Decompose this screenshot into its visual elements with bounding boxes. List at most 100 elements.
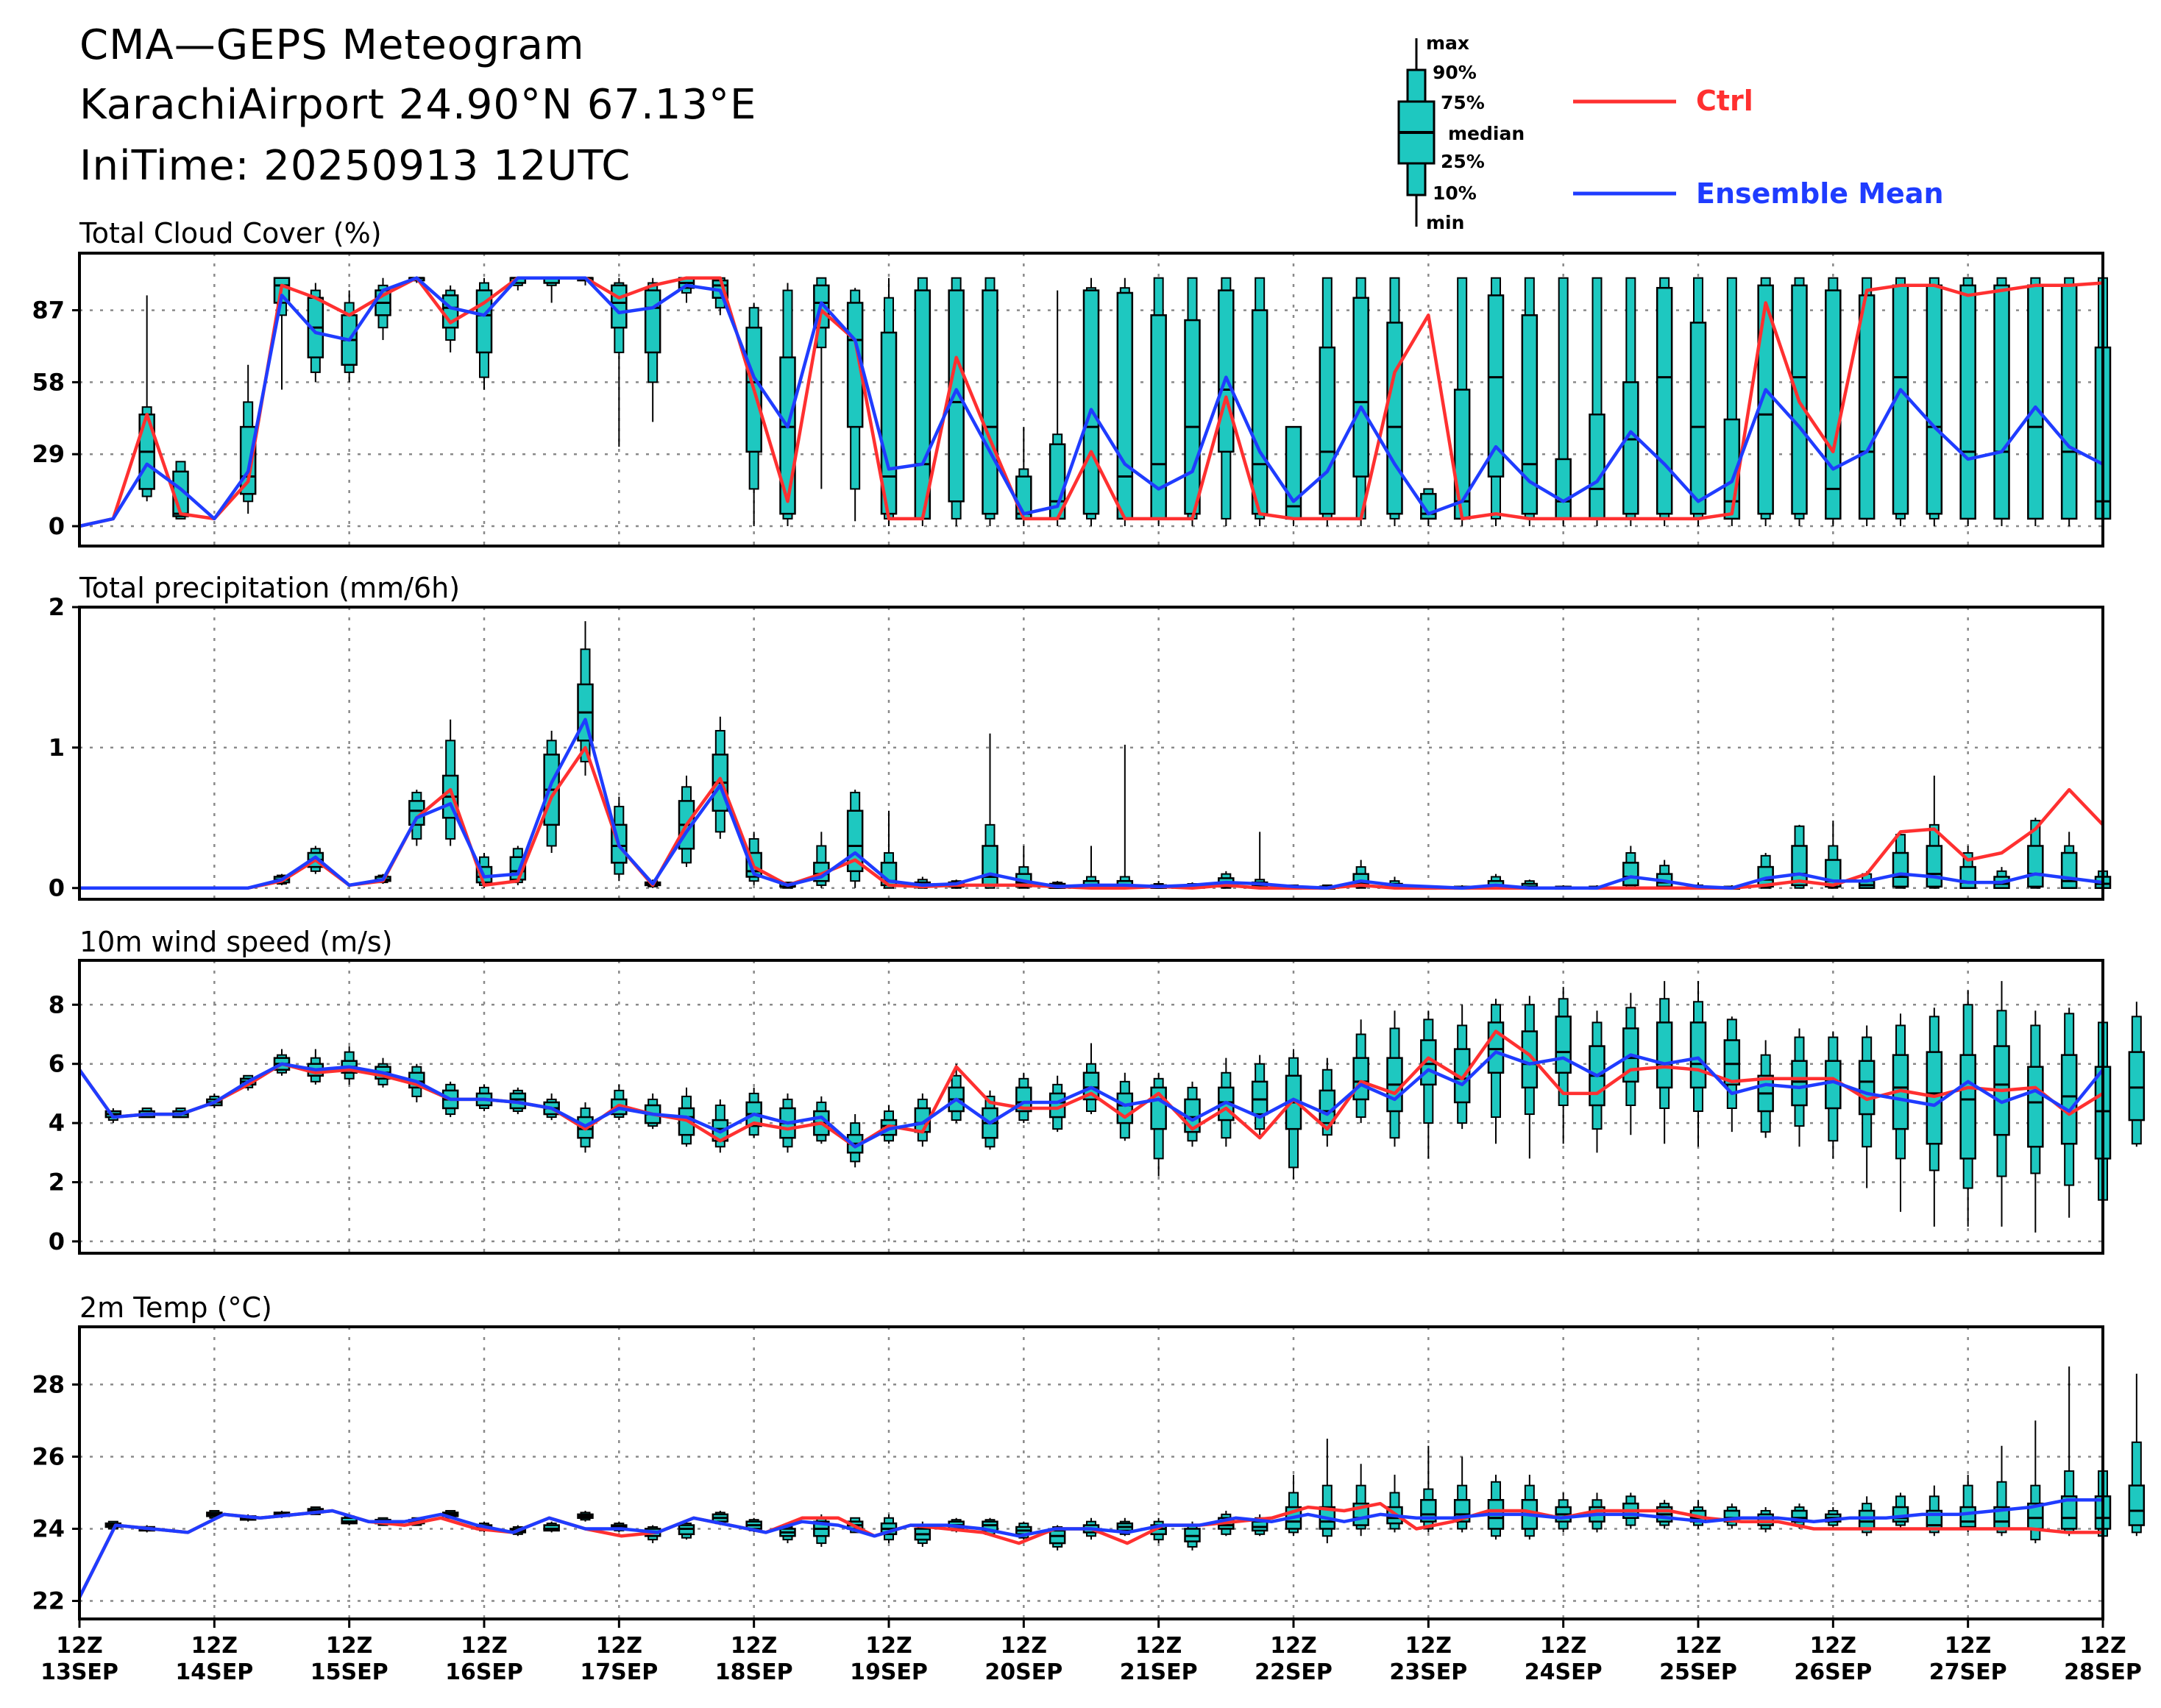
cloud-cover-box (982, 277, 998, 527)
wind-speed-box (307, 1049, 324, 1085)
precipitation-title: Total precipitation (mm/6h) (79, 572, 460, 604)
precipitation-mean-line (79, 717, 2104, 890)
wind-speed-box (1926, 1007, 1943, 1227)
temperature-box (1487, 1474, 1505, 1540)
temperature-box (1048, 1525, 1066, 1551)
temperature-box (678, 1521, 695, 1540)
temperature-box (2128, 1373, 2146, 1537)
precipitation-box (1791, 824, 1808, 889)
wind-speed-ytick-label: 8 (49, 991, 65, 1018)
cloud-cover-box (1926, 277, 1943, 527)
x-tick-date-label: 22SEP (1255, 1659, 1333, 1685)
precipitation-ytick-label: 2 (49, 593, 65, 621)
x-tick-date-label: 14SEP (175, 1659, 253, 1685)
x-tick-hour-label: 12Z (731, 1633, 778, 1659)
cloud-cover-box (611, 277, 628, 447)
cloud-cover-box (1589, 277, 1605, 527)
wind-speed-box (1757, 1040, 1774, 1138)
x-tick-hour-label: 12Z (865, 1633, 912, 1659)
temperature-box (779, 1525, 796, 1544)
wind-speed-box (2027, 1010, 2044, 1233)
wind-speed-box (611, 1084, 628, 1121)
wind-speed-box (1622, 993, 1639, 1135)
precipitation-box (846, 790, 864, 888)
precipitation-box (1622, 846, 1639, 889)
panel-cloud-cover: Total Cloud Cover (%) 0 29 58 87 (32, 217, 2112, 548)
x-tick-hour-label: 12Z (191, 1633, 238, 1659)
x-tick-date-label: 15SEP (311, 1659, 388, 1685)
legend-box-glyph (1397, 38, 1436, 227)
legend-min-label: min (1426, 212, 1464, 233)
x-tick-date-label: 25SEP (1659, 1659, 1737, 1685)
precipitation-ytick-label: 0 (49, 874, 65, 902)
precipitation-box (1993, 867, 2010, 889)
precipitation-box (982, 733, 998, 889)
temperature-box (1656, 1500, 1673, 1529)
legend: max 90% 75% median 25% 10% min Ctrl Ense… (1397, 32, 1944, 233)
cloud-cover-box (1521, 277, 1539, 527)
x-tick-date-label: 24SEP (1525, 1659, 1603, 1685)
wind-speed-box (1487, 999, 1505, 1144)
cloud-cover-box (1285, 425, 1302, 527)
temperature-box (206, 1509, 223, 1519)
cloud-cover-frame (78, 252, 2104, 548)
x-tick-hour-label: 12Z (1540, 1633, 1587, 1659)
wind-speed-mean-line (78, 1050, 2104, 1149)
x-tick-date-label: 19SEP (850, 1659, 928, 1685)
cloud-cover-box (745, 302, 762, 527)
temperature-ytick-label: 26 (32, 1442, 65, 1470)
precipitation-box (1082, 846, 1100, 889)
precipitation-box (1757, 853, 1774, 889)
cloud-cover-box (1319, 277, 1336, 527)
x-tick-date-label: 23SEP (1389, 1659, 1467, 1685)
wind-speed-box (1150, 1072, 1167, 1177)
wind-speed-ytick-label: 2 (49, 1169, 65, 1197)
temperature-box (577, 1510, 594, 1522)
panels: Total Cloud Cover (%) 0 29 58 87 Total precip… (32, 217, 2146, 1620)
cloud-cover-ytick-label: 58 (32, 368, 65, 396)
temperature-ytick-label: 22 (32, 1587, 65, 1615)
x-tick-date-label: 18SEP (715, 1659, 793, 1685)
wind-speed-frame (78, 959, 2104, 1255)
wind-speed-box (1184, 1081, 1201, 1147)
wind-speed-box (1082, 1043, 1100, 1115)
wind-speed-ytick-label: 4 (49, 1109, 65, 1137)
wind-speed-box (1251, 1055, 1268, 1135)
wind-speed-box (1959, 990, 1976, 1227)
wind-speed-box (1453, 1004, 1471, 1130)
wind-speed-box (1386, 1010, 1403, 1147)
temperature-box (1352, 1464, 1369, 1537)
x-axis: 12Z13SEP12Z14SEP12Z15SEP12Z16SEP12Z17SEP… (40, 1619, 2142, 1685)
temperature-box (1521, 1474, 1539, 1540)
wind-speed-box (1420, 1010, 1437, 1159)
temperature-ytick-label: 28 (32, 1370, 65, 1398)
wind-speed-box (1589, 1010, 1605, 1153)
cloud-cover-box (341, 290, 358, 383)
temperature-box (1184, 1521, 1201, 1551)
temperature-box (611, 1521, 628, 1533)
wind-speed-box (2060, 1007, 2078, 1218)
wind-speed-box (1015, 1072, 1032, 1124)
precipitation-box (1116, 745, 1134, 889)
cloud-cover-box (1825, 277, 1842, 527)
x-tick-hour-label: 12Z (2079, 1633, 2126, 1659)
cloud-cover-box (1723, 277, 1741, 527)
location-label: KarachiAirport 24.90°N 67.13°E (79, 81, 757, 129)
temperature-box (2060, 1366, 2078, 1537)
panel-precipitation: Total precipitation (mm/6h) 0 1 2 (49, 572, 2112, 902)
x-tick-hour-label: 12Z (1675, 1633, 1722, 1659)
panel-temperature: 2m Temp (°C) 22 24 26 28 (32, 1291, 2146, 1620)
wind-speed-box (1285, 1049, 1302, 1180)
cloud-cover-box (543, 277, 560, 303)
cloud-cover-box (2027, 277, 2044, 527)
x-tick-hour-label: 12Z (56, 1633, 103, 1659)
wind-speed-box (712, 1099, 729, 1153)
x-tick-date-label: 21SEP (1120, 1659, 1198, 1685)
init-time-label: IniTime: 20250913 12UTC (79, 142, 631, 190)
cloud-cover-box (1116, 277, 1134, 527)
x-tick-date-label: 28SEP (2064, 1659, 2142, 1685)
cloud-cover-box (1251, 277, 1268, 527)
wind-speed-box (1689, 981, 1707, 1147)
x-tick-date-label: 13SEP (40, 1659, 118, 1685)
legend-p25-label: 25% (1441, 151, 1485, 172)
